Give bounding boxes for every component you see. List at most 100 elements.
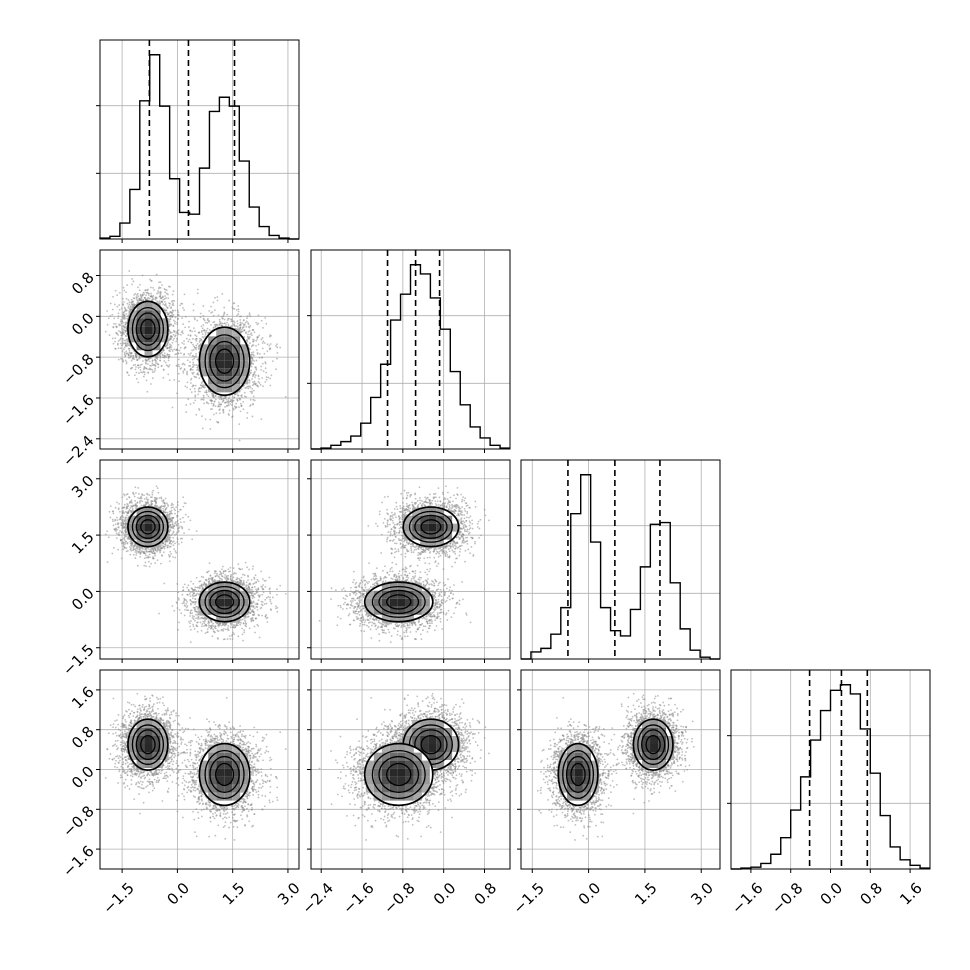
scatter-point	[224, 406, 226, 408]
scatter-point	[147, 371, 150, 374]
scatter-point	[244, 387, 247, 389]
scatter-point	[186, 359, 189, 362]
scatter-point	[172, 304, 175, 307]
scatter-point	[238, 439, 241, 442]
scatter-point	[257, 375, 260, 378]
scatter-point	[242, 319, 245, 321]
scatter-point	[182, 370, 185, 373]
scatter-point	[223, 401, 226, 404]
scatter-point	[168, 364, 171, 366]
scatter-point	[213, 400, 216, 403]
scatter-point	[269, 334, 271, 336]
scatter-point	[231, 320, 234, 323]
scatter-point	[187, 334, 190, 337]
scatter-point	[206, 393, 208, 396]
scatter-point	[143, 371, 146, 374]
scatter-point	[177, 358, 180, 361]
histogram-panel-1	[307, 249, 511, 453]
scatter-point	[195, 352, 197, 355]
scatter-point	[224, 397, 227, 400]
scatter-point	[209, 418, 212, 421]
scatter-point	[207, 402, 210, 405]
scatter-point	[251, 334, 253, 337]
scatter-point	[177, 372, 180, 375]
scatter-point	[206, 327, 209, 330]
scatter-point	[238, 423, 241, 426]
scatter-point	[121, 344, 123, 347]
scatter-point	[138, 357, 140, 360]
panel-content	[100, 250, 299, 449]
histogram-step	[99, 54, 299, 240]
scatter-point	[233, 396, 236, 399]
scatter-point	[141, 371, 144, 374]
scatter-point	[187, 398, 190, 401]
scatter-point	[194, 334, 197, 337]
scatter-point	[169, 348, 171, 350]
scatter-point	[213, 323, 216, 326]
scatter-point	[186, 373, 189, 376]
scatter-point	[212, 321, 215, 324]
scatter-point	[249, 333, 252, 336]
scatter-point	[261, 356, 264, 359]
scatter-point	[116, 294, 119, 297]
scatter-point	[171, 406, 174, 409]
scatter-point	[215, 412, 218, 415]
scatter-point	[167, 285, 170, 288]
scatter-point	[132, 297, 135, 299]
scatter-point	[115, 325, 117, 328]
scatter-point	[124, 323, 127, 326]
scatter-point	[168, 324, 171, 326]
histogram-step	[311, 264, 510, 450]
scatter-point	[162, 376, 165, 379]
scatter-point	[191, 385, 194, 388]
scatter-point	[121, 327, 123, 330]
scatter-point	[202, 385, 205, 388]
scatter-point	[138, 372, 140, 374]
scatter-point	[249, 348, 252, 351]
scatter-point	[205, 321, 207, 324]
scatter-point	[165, 309, 168, 312]
scatter-point	[260, 319, 263, 322]
scatter-point	[130, 352, 133, 355]
scatter-point	[212, 327, 215, 329]
scatter-point	[158, 300, 161, 303]
scatter-point	[139, 368, 142, 371]
scatter-point	[154, 367, 157, 370]
scatter-point	[109, 315, 112, 317]
scatter-point	[154, 359, 156, 361]
scatter-point	[143, 368, 145, 371]
scatter-point	[192, 363, 194, 366]
scatter-point	[189, 378, 192, 381]
scatter-point	[175, 353, 178, 355]
scatter-point	[123, 339, 126, 342]
scatter-point	[173, 337, 176, 340]
scatter-point	[156, 292, 158, 295]
scatter-point	[116, 342, 119, 345]
scatter-point	[119, 320, 122, 323]
scatter-point	[130, 298, 133, 301]
scatter-point	[204, 333, 207, 336]
scatter-point	[276, 357, 278, 360]
scatter-point	[248, 313, 251, 316]
scatter-point	[117, 312, 120, 315]
scatter-point	[173, 331, 176, 333]
scatter-point	[168, 343, 171, 346]
scatter-point	[126, 317, 129, 320]
scatter-point	[156, 300, 159, 303]
scatter-point	[247, 336, 250, 339]
scatter-point	[193, 327, 195, 330]
scatter-point	[268, 344, 271, 347]
panel-frame	[310, 249, 511, 450]
scatter-point	[227, 323, 230, 326]
scatter-point	[258, 356, 261, 359]
scatter-point	[221, 322, 224, 325]
scatter-point	[252, 398, 255, 401]
scatter-point	[159, 297, 162, 300]
scatter-point	[237, 308, 240, 311]
scatter-point	[201, 333, 204, 335]
scatter-point	[122, 348, 125, 351]
scatter-point	[130, 359, 133, 362]
scatter-point	[243, 391, 246, 394]
scatter-point	[128, 303, 131, 306]
